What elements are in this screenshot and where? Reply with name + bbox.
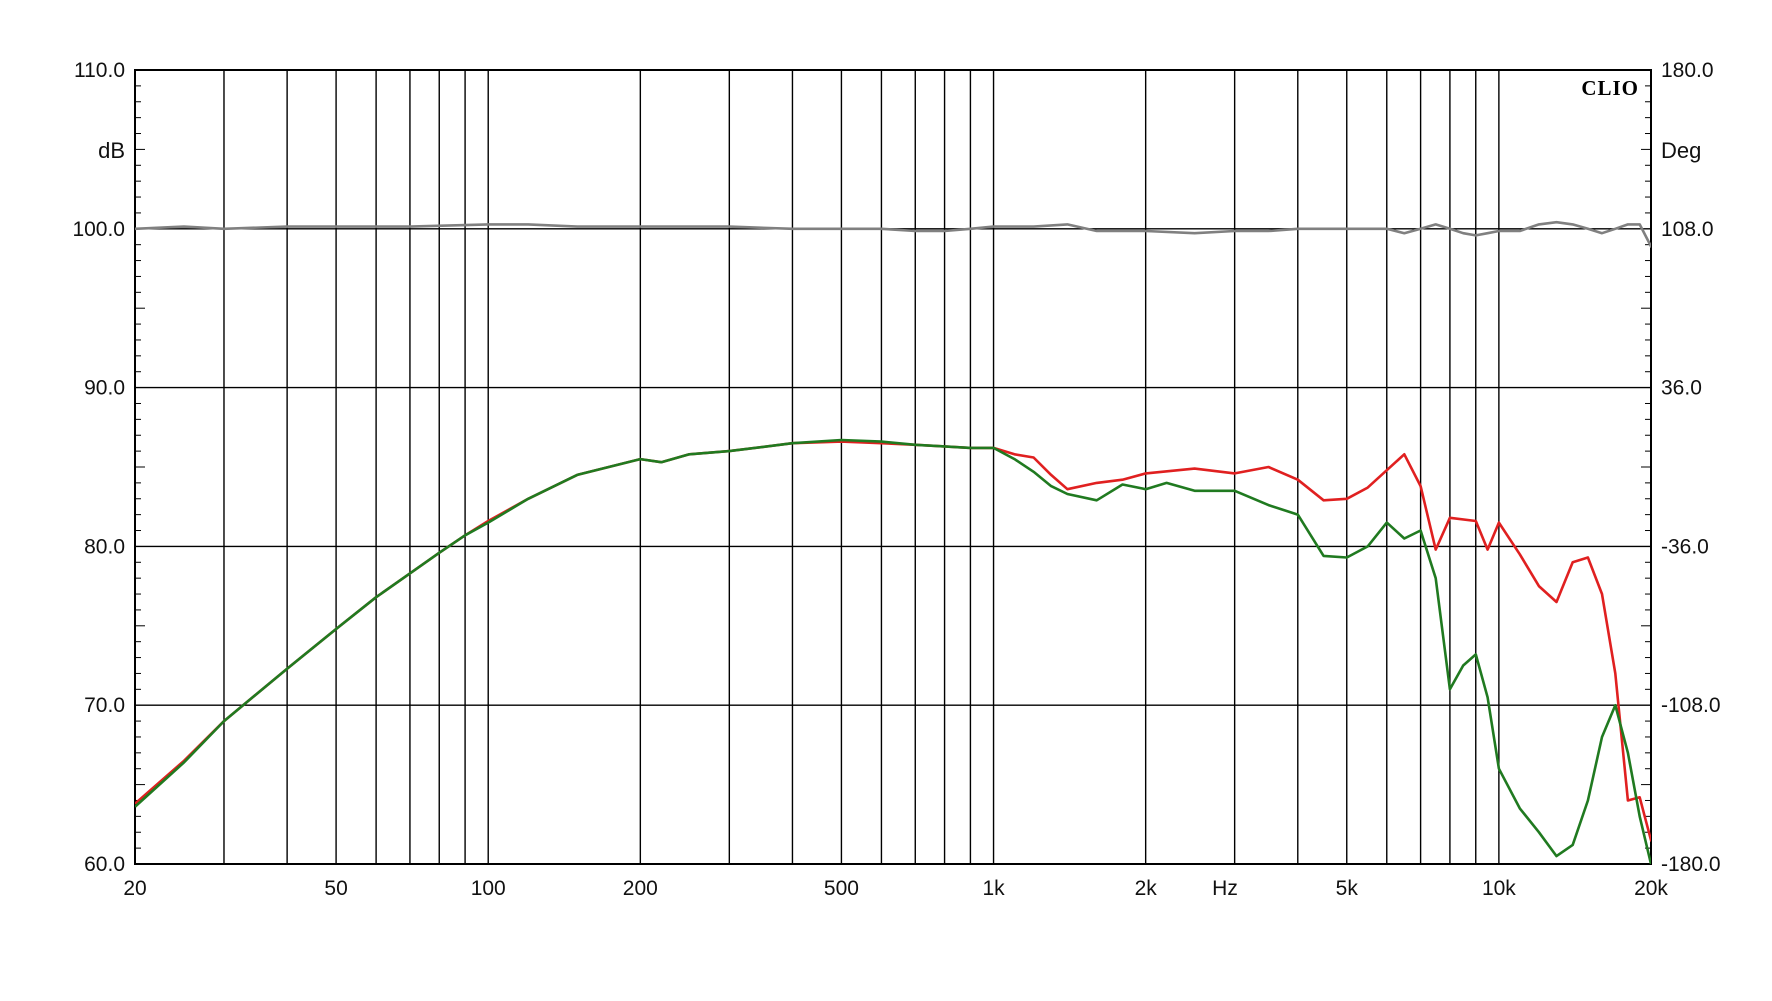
- x-tick-label: 50: [324, 877, 347, 900]
- x-tick-label: 20: [123, 877, 146, 900]
- left-tick-label: 100.0: [72, 218, 125, 241]
- series-line-3: [135, 438, 1651, 864]
- x-tick-label: 5k: [1336, 877, 1359, 900]
- x-tick-label: 500: [824, 877, 859, 900]
- x-tick-label: 200: [623, 877, 658, 900]
- plot-frame: [134, 69, 1652, 865]
- series-line-2: [135, 440, 1651, 843]
- x-axis-ticks: 20 50 100 200 500 1k 2k 5k 10k 20k: [123, 877, 1668, 900]
- grid: [134, 69, 1652, 865]
- x-axis-unit: Hz: [1212, 877, 1238, 900]
- x-tick-label: 2k: [1135, 877, 1158, 900]
- right-axis-ticks: 180.0 108.0 36.0 -36.0 -108.0 -180.0: [1661, 59, 1721, 876]
- right-tick-label: 180.0: [1661, 59, 1714, 82]
- right-tick-label: -180.0: [1661, 853, 1721, 876]
- right-axis-unit: Deg: [1661, 138, 1701, 163]
- left-tick-label: 90.0: [84, 377, 125, 400]
- right-tick-label: 36.0: [1661, 377, 1702, 400]
- left-tick-label: 110.0: [74, 59, 125, 82]
- series-layer: [135, 220, 1651, 864]
- right-tick-label: -36.0: [1661, 535, 1709, 558]
- left-tick-label: 70.0: [84, 694, 125, 717]
- right-tick-label: 108.0: [1661, 218, 1714, 241]
- left-tick-label: 80.0: [84, 535, 125, 558]
- x-tick-label: 20k: [1634, 877, 1668, 900]
- left-axis-unit: dB: [98, 138, 125, 163]
- left-axis-ticks: 110.0 100.0 90.0 80.0 70.0 60.0: [72, 59, 125, 876]
- right-tick-label: -108.0: [1661, 694, 1721, 717]
- x-tick-label: 100: [471, 877, 506, 900]
- left-tick-label: 60.0: [84, 853, 125, 876]
- brand-logo: CLIO: [1581, 76, 1639, 100]
- x-tick-label: 10k: [1482, 877, 1516, 900]
- x-tick-label: 1k: [982, 877, 1005, 900]
- series-line-1: [135, 220, 1651, 249]
